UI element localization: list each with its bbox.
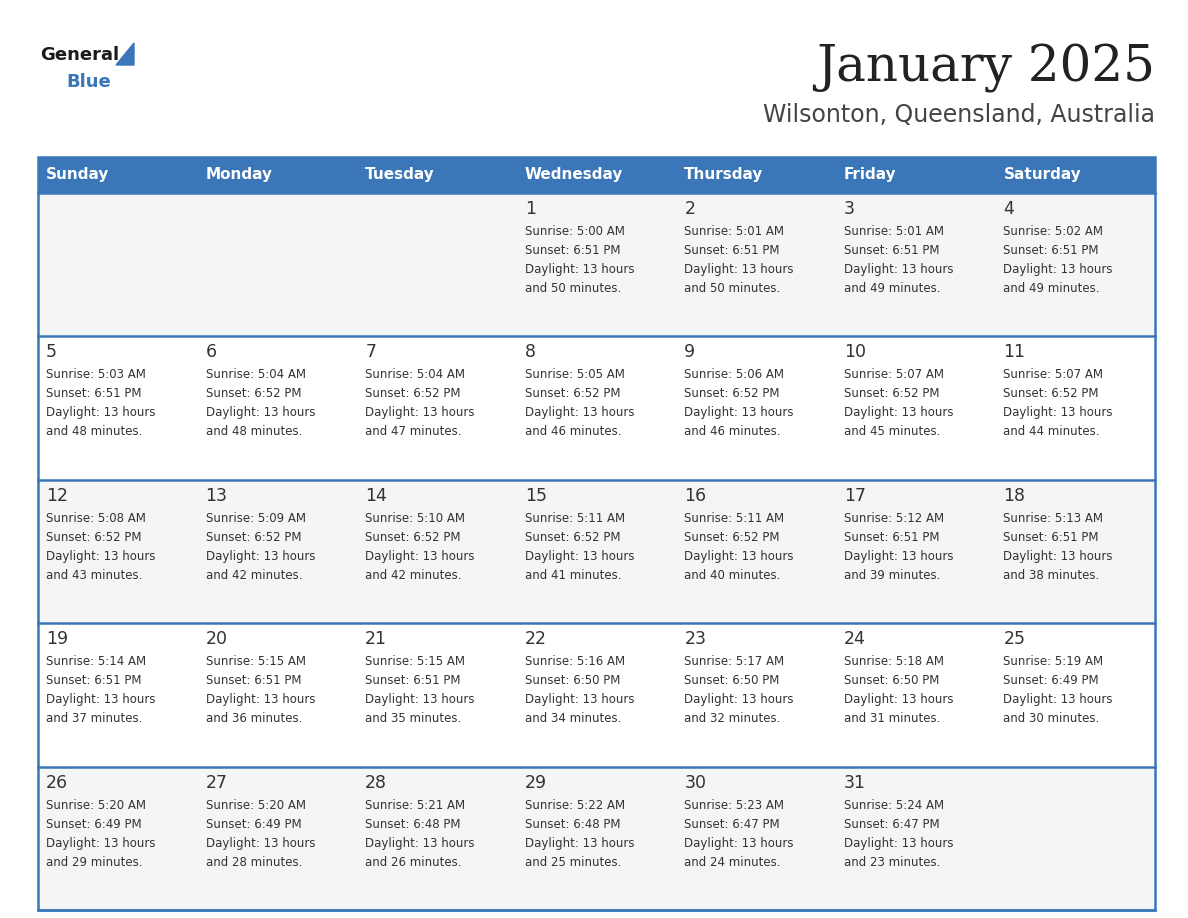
Text: 13: 13 <box>206 487 228 505</box>
Text: Sunrise: 5:14 AM
Sunset: 6:51 PM
Daylight: 13 hours
and 37 minutes.: Sunrise: 5:14 AM Sunset: 6:51 PM Dayligh… <box>46 655 156 725</box>
Text: 9: 9 <box>684 343 695 362</box>
Text: Sunrise: 5:17 AM
Sunset: 6:50 PM
Daylight: 13 hours
and 32 minutes.: Sunrise: 5:17 AM Sunset: 6:50 PM Dayligh… <box>684 655 794 725</box>
Text: Sunrise: 5:16 AM
Sunset: 6:50 PM
Daylight: 13 hours
and 34 minutes.: Sunrise: 5:16 AM Sunset: 6:50 PM Dayligh… <box>525 655 634 725</box>
Text: 17: 17 <box>843 487 866 505</box>
Text: Sunday: Sunday <box>46 167 109 183</box>
Text: Sunrise: 5:04 AM
Sunset: 6:52 PM
Daylight: 13 hours
and 47 minutes.: Sunrise: 5:04 AM Sunset: 6:52 PM Dayligh… <box>365 368 475 439</box>
Text: 12: 12 <box>46 487 68 505</box>
Text: Sunrise: 5:11 AM
Sunset: 6:52 PM
Daylight: 13 hours
and 40 minutes.: Sunrise: 5:11 AM Sunset: 6:52 PM Dayligh… <box>684 512 794 582</box>
Text: Sunrise: 5:19 AM
Sunset: 6:49 PM
Daylight: 13 hours
and 30 minutes.: Sunrise: 5:19 AM Sunset: 6:49 PM Dayligh… <box>1004 655 1113 725</box>
Text: Sunrise: 5:07 AM
Sunset: 6:52 PM
Daylight: 13 hours
and 44 minutes.: Sunrise: 5:07 AM Sunset: 6:52 PM Dayligh… <box>1004 368 1113 439</box>
Text: Sunrise: 5:08 AM
Sunset: 6:52 PM
Daylight: 13 hours
and 43 minutes.: Sunrise: 5:08 AM Sunset: 6:52 PM Dayligh… <box>46 512 156 582</box>
Text: 7: 7 <box>365 343 377 362</box>
Text: 20: 20 <box>206 630 228 648</box>
Text: Sunrise: 5:20 AM
Sunset: 6:49 PM
Daylight: 13 hours
and 29 minutes.: Sunrise: 5:20 AM Sunset: 6:49 PM Dayligh… <box>46 799 156 868</box>
Text: Sunrise: 5:24 AM
Sunset: 6:47 PM
Daylight: 13 hours
and 23 minutes.: Sunrise: 5:24 AM Sunset: 6:47 PM Dayligh… <box>843 799 953 868</box>
Text: Sunrise: 5:10 AM
Sunset: 6:52 PM
Daylight: 13 hours
and 42 minutes.: Sunrise: 5:10 AM Sunset: 6:52 PM Dayligh… <box>365 512 475 582</box>
Text: Sunrise: 5:02 AM
Sunset: 6:51 PM
Daylight: 13 hours
and 49 minutes.: Sunrise: 5:02 AM Sunset: 6:51 PM Dayligh… <box>1004 225 1113 295</box>
Text: Monday: Monday <box>206 167 272 183</box>
Text: Sunrise: 5:22 AM
Sunset: 6:48 PM
Daylight: 13 hours
and 25 minutes.: Sunrise: 5:22 AM Sunset: 6:48 PM Dayligh… <box>525 799 634 868</box>
Text: 26: 26 <box>46 774 68 791</box>
Text: Saturday: Saturday <box>1004 167 1081 183</box>
Text: 19: 19 <box>46 630 68 648</box>
Text: Sunrise: 5:09 AM
Sunset: 6:52 PM
Daylight: 13 hours
and 42 minutes.: Sunrise: 5:09 AM Sunset: 6:52 PM Dayligh… <box>206 512 315 582</box>
Bar <box>38 157 1155 193</box>
Text: 4: 4 <box>1004 200 1015 218</box>
Text: Sunrise: 5:00 AM
Sunset: 6:51 PM
Daylight: 13 hours
and 50 minutes.: Sunrise: 5:00 AM Sunset: 6:51 PM Dayligh… <box>525 225 634 295</box>
Text: Sunrise: 5:05 AM
Sunset: 6:52 PM
Daylight: 13 hours
and 46 minutes.: Sunrise: 5:05 AM Sunset: 6:52 PM Dayligh… <box>525 368 634 439</box>
Text: 31: 31 <box>843 774 866 791</box>
Text: 28: 28 <box>365 774 387 791</box>
Text: 1: 1 <box>525 200 536 218</box>
Bar <box>38 336 1155 480</box>
Bar <box>38 767 1155 910</box>
Text: Tuesday: Tuesday <box>365 167 435 183</box>
Text: 22: 22 <box>525 630 546 648</box>
Text: Sunrise: 5:20 AM
Sunset: 6:49 PM
Daylight: 13 hours
and 28 minutes.: Sunrise: 5:20 AM Sunset: 6:49 PM Dayligh… <box>206 799 315 868</box>
Text: 27: 27 <box>206 774 228 791</box>
Polygon shape <box>116 43 134 65</box>
Text: Sunrise: 5:01 AM
Sunset: 6:51 PM
Daylight: 13 hours
and 50 minutes.: Sunrise: 5:01 AM Sunset: 6:51 PM Dayligh… <box>684 225 794 295</box>
Text: Sunrise: 5:04 AM
Sunset: 6:52 PM
Daylight: 13 hours
and 48 minutes.: Sunrise: 5:04 AM Sunset: 6:52 PM Dayligh… <box>206 368 315 439</box>
Text: 18: 18 <box>1004 487 1025 505</box>
Text: 6: 6 <box>206 343 216 362</box>
Text: Sunrise: 5:18 AM
Sunset: 6:50 PM
Daylight: 13 hours
and 31 minutes.: Sunrise: 5:18 AM Sunset: 6:50 PM Dayligh… <box>843 655 953 725</box>
Bar <box>38 193 1155 336</box>
Bar <box>38 157 1155 910</box>
Text: 8: 8 <box>525 343 536 362</box>
Text: 30: 30 <box>684 774 707 791</box>
Text: Sunrise: 5:03 AM
Sunset: 6:51 PM
Daylight: 13 hours
and 48 minutes.: Sunrise: 5:03 AM Sunset: 6:51 PM Dayligh… <box>46 368 156 439</box>
Text: 15: 15 <box>525 487 546 505</box>
Bar <box>38 623 1155 767</box>
Text: Sunrise: 5:15 AM
Sunset: 6:51 PM
Daylight: 13 hours
and 35 minutes.: Sunrise: 5:15 AM Sunset: 6:51 PM Dayligh… <box>365 655 475 725</box>
Text: 25: 25 <box>1004 630 1025 648</box>
Text: Blue: Blue <box>67 73 110 91</box>
Text: 21: 21 <box>365 630 387 648</box>
Text: 24: 24 <box>843 630 866 648</box>
Text: 14: 14 <box>365 487 387 505</box>
Bar <box>38 480 1155 623</box>
Text: 23: 23 <box>684 630 707 648</box>
Text: 3: 3 <box>843 200 855 218</box>
Text: General: General <box>40 46 119 64</box>
Text: 29: 29 <box>525 774 546 791</box>
Text: Sunrise: 5:23 AM
Sunset: 6:47 PM
Daylight: 13 hours
and 24 minutes.: Sunrise: 5:23 AM Sunset: 6:47 PM Dayligh… <box>684 799 794 868</box>
Text: January 2025: January 2025 <box>816 43 1155 93</box>
Text: 11: 11 <box>1004 343 1025 362</box>
Text: Sunrise: 5:01 AM
Sunset: 6:51 PM
Daylight: 13 hours
and 49 minutes.: Sunrise: 5:01 AM Sunset: 6:51 PM Dayligh… <box>843 225 953 295</box>
Text: 10: 10 <box>843 343 866 362</box>
Text: Thursday: Thursday <box>684 167 764 183</box>
Text: Sunrise: 5:21 AM
Sunset: 6:48 PM
Daylight: 13 hours
and 26 minutes.: Sunrise: 5:21 AM Sunset: 6:48 PM Dayligh… <box>365 799 475 868</box>
Text: Sunrise: 5:13 AM
Sunset: 6:51 PM
Daylight: 13 hours
and 38 minutes.: Sunrise: 5:13 AM Sunset: 6:51 PM Dayligh… <box>1004 512 1113 582</box>
Text: Sunrise: 5:15 AM
Sunset: 6:51 PM
Daylight: 13 hours
and 36 minutes.: Sunrise: 5:15 AM Sunset: 6:51 PM Dayligh… <box>206 655 315 725</box>
Text: Sunrise: 5:06 AM
Sunset: 6:52 PM
Daylight: 13 hours
and 46 minutes.: Sunrise: 5:06 AM Sunset: 6:52 PM Dayligh… <box>684 368 794 439</box>
Text: Sunrise: 5:07 AM
Sunset: 6:52 PM
Daylight: 13 hours
and 45 minutes.: Sunrise: 5:07 AM Sunset: 6:52 PM Dayligh… <box>843 368 953 439</box>
Text: 5: 5 <box>46 343 57 362</box>
Text: 16: 16 <box>684 487 707 505</box>
Text: Friday: Friday <box>843 167 897 183</box>
Text: 2: 2 <box>684 200 695 218</box>
Text: Sunrise: 5:11 AM
Sunset: 6:52 PM
Daylight: 13 hours
and 41 minutes.: Sunrise: 5:11 AM Sunset: 6:52 PM Dayligh… <box>525 512 634 582</box>
Text: Wednesday: Wednesday <box>525 167 623 183</box>
Text: Wilsonton, Queensland, Australia: Wilsonton, Queensland, Australia <box>763 103 1155 127</box>
Text: Sunrise: 5:12 AM
Sunset: 6:51 PM
Daylight: 13 hours
and 39 minutes.: Sunrise: 5:12 AM Sunset: 6:51 PM Dayligh… <box>843 512 953 582</box>
